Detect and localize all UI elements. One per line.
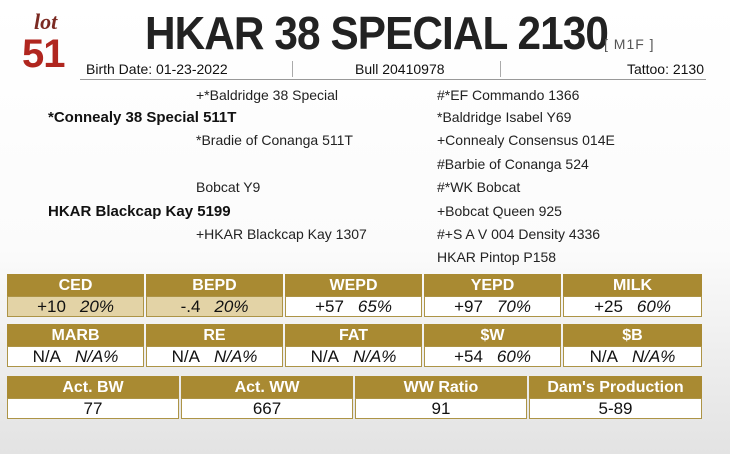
info-bar: Birth Date: 01-23-2022 Bull 20410978 Tat… xyxy=(80,59,706,80)
animal-name: HKAR 38 SPECIAL 2130 xyxy=(145,7,609,59)
pedigree-ancestor: *Baldridge Isabel Y69 xyxy=(437,109,572,125)
epd-header: YEPD xyxy=(424,274,561,296)
epd-cell-milk: MILK +25 60% xyxy=(563,274,702,317)
epd-value: +54 60% xyxy=(424,346,561,367)
epd-value: -.4 20% xyxy=(146,296,283,317)
epd-value: +57 65% xyxy=(285,296,422,317)
actual-header: WW Ratio xyxy=(355,376,527,398)
epd-cell-re: RE N/A N/A% xyxy=(146,324,283,367)
divider xyxy=(500,61,501,77)
epd-value: +97 70% xyxy=(424,296,561,317)
epd-value: +10 20% xyxy=(7,296,144,317)
epd-header: FAT xyxy=(285,324,422,346)
epd-header: WEPD xyxy=(285,274,422,296)
actual-cell-ww: Act. WW 667 xyxy=(181,376,353,419)
epd-header: $B xyxy=(563,324,702,346)
actual-value: 77 xyxy=(7,398,179,419)
epd-value: N/A N/A% xyxy=(563,346,702,367)
birth-date: Birth Date: 01-23-2022 xyxy=(86,61,228,77)
epd-value: N/A N/A% xyxy=(146,346,283,367)
epd-cell-wepd: WEPD +57 65% xyxy=(285,274,422,317)
pedigree-ancestor: #*WK Bobcat xyxy=(437,179,521,195)
actual-header: Act. BW xyxy=(7,376,179,398)
epd-header: MILK xyxy=(563,274,702,296)
pedigree-sire: *Connealy 38 Special 511T xyxy=(48,109,237,126)
actual-cell-bw: Act. BW 77 xyxy=(7,376,179,419)
epd-cell-yepd: YEPD +97 70% xyxy=(424,274,561,317)
lot-label: lot xyxy=(34,9,58,34)
pedigree-dam-dam: +HKAR Blackcap Kay 1307 xyxy=(196,226,367,242)
actual-header: Act. WW xyxy=(181,376,353,398)
tattoo: Tattoo: 2130 xyxy=(626,61,704,77)
epd-header: MARB xyxy=(7,324,144,346)
pedigree-sire-sire: +*Baldridge 38 Special xyxy=(196,87,339,103)
pedigree-ancestor: +Connealy Consensus 014E xyxy=(437,132,615,148)
divider xyxy=(292,61,293,77)
actual-cell-ww-ratio: WW Ratio 91 xyxy=(355,376,527,419)
epd-cell-fat: FAT N/A N/A% xyxy=(285,324,422,367)
actuals-table: Act. BW 77 Act. WW 667 WW Ratio 91 Dam's… xyxy=(7,376,702,419)
bull-registration: Bull 20410978 xyxy=(355,61,445,77)
epd-header: BEPD xyxy=(146,274,283,296)
pedigree-ancestor: +Bobcat Queen 925 xyxy=(437,203,562,219)
epd-cell-b-index: $B N/A N/A% xyxy=(563,324,702,367)
actual-value: 667 xyxy=(181,398,353,419)
epd-value: N/A N/A% xyxy=(285,346,422,367)
epd-value: N/A N/A% xyxy=(7,346,144,367)
epd-table-row2: MARB N/A N/A% RE N/A N/A% FAT N/A N/A% $W +… xyxy=(7,324,702,367)
tag-code: [ M1F ] xyxy=(604,36,655,52)
epd-value: +25 60% xyxy=(563,296,702,317)
epd-cell-marb: MARB N/A N/A% xyxy=(7,324,144,367)
epd-cell-ced: CED +10 20% xyxy=(7,274,144,317)
pedigree-sire-dam: *Bradie of Conanga 511T xyxy=(196,132,353,148)
epd-table-row1: CED +10 20% BEPD -.4 20% WEPD +57 65% YEPD … xyxy=(7,274,702,317)
actual-cell-dams-production: Dam's Production 5-89 xyxy=(529,376,702,419)
epd-cell-bepd: BEPD -.4 20% xyxy=(146,274,283,317)
actual-value: 5-89 xyxy=(529,398,702,419)
pedigree-ancestor: HKAR Pintop P158 xyxy=(437,249,557,265)
actual-header: Dam's Production xyxy=(529,376,702,398)
pedigree-ancestor: #*EF Commando 1366 xyxy=(437,87,580,103)
pedigree-dam: HKAR Blackcap Kay 5199 xyxy=(48,203,231,220)
lot-number: 51 xyxy=(22,32,65,76)
actual-value: 91 xyxy=(355,398,527,419)
pedigree-dam-sire: Bobcat Y9 xyxy=(196,179,261,195)
epd-header: CED xyxy=(7,274,144,296)
pedigree-ancestor: #Barbie of Conanga 524 xyxy=(437,156,589,172)
epd-header: $W xyxy=(424,324,561,346)
epd-header: RE xyxy=(146,324,283,346)
epd-cell-w-index: $W +54 60% xyxy=(424,324,561,367)
pedigree-ancestor: #+S A V 004 Density 4336 xyxy=(437,226,601,242)
